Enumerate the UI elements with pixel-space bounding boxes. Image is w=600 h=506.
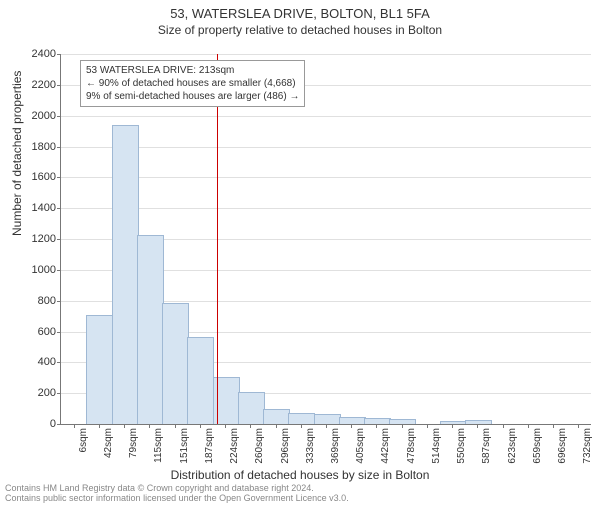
legend-box: 53 WATERSLEA DRIVE: 213sqm← 90% of detac… — [80, 60, 305, 107]
gridline — [61, 208, 591, 209]
xtick-label: 79sqm — [128, 428, 139, 458]
ytick-label: 0 — [16, 418, 56, 430]
xtick-mark — [175, 424, 176, 428]
ytick-label: 1000 — [16, 264, 56, 276]
histogram-bar — [187, 337, 214, 424]
xtick-label: 224sqm — [229, 428, 240, 464]
ytick-mark — [57, 177, 61, 178]
ytick-mark — [57, 270, 61, 271]
histogram-bar — [112, 125, 139, 424]
reference-line — [217, 54, 218, 424]
xtick-mark — [225, 424, 226, 428]
ytick-label: 800 — [16, 295, 56, 307]
ytick-label: 2200 — [16, 79, 56, 91]
xtick-label: 405sqm — [355, 428, 366, 464]
xtick-label: 333sqm — [305, 428, 316, 464]
ytick-label: 1200 — [16, 233, 56, 245]
gridline — [61, 116, 591, 117]
xtick-mark — [427, 424, 428, 428]
histogram-bar — [389, 419, 416, 424]
xtick-mark — [578, 424, 579, 428]
ytick-mark — [57, 85, 61, 86]
histogram-bar — [137, 235, 164, 424]
xtick-label: 587sqm — [481, 428, 492, 464]
page-title: 53, WATERSLEA DRIVE, BOLTON, BL1 5FA — [0, 6, 600, 21]
xtick-mark — [376, 424, 377, 428]
chart-area: 0200400600800100012001400160018002000220… — [60, 54, 590, 424]
ytick-mark — [57, 116, 61, 117]
xtick-mark — [301, 424, 302, 428]
legend-line: 9% of semi-detached houses are larger (4… — [86, 90, 299, 103]
xtick-label: 42sqm — [103, 428, 114, 458]
xtick-label: 151sqm — [179, 428, 190, 464]
ytick-label: 2000 — [16, 110, 56, 122]
xtick-mark — [528, 424, 529, 428]
x-axis-label: Distribution of detached houses by size … — [0, 468, 600, 482]
ytick-mark — [57, 147, 61, 148]
xtick-mark — [200, 424, 201, 428]
xtick-mark — [149, 424, 150, 428]
histogram-bar — [364, 418, 391, 424]
ytick-mark — [57, 54, 61, 55]
xtick-label: 115sqm — [153, 428, 164, 463]
histogram-bar — [465, 420, 492, 424]
ytick-label: 2400 — [16, 48, 56, 60]
xtick-label: 296sqm — [280, 428, 291, 464]
ytick-mark — [57, 332, 61, 333]
xtick-mark — [351, 424, 352, 428]
xtick-mark — [326, 424, 327, 428]
xtick-mark — [276, 424, 277, 428]
xtick-mark — [74, 424, 75, 428]
xtick-mark — [477, 424, 478, 428]
xtick-mark — [402, 424, 403, 428]
ytick-mark — [57, 301, 61, 302]
xtick-label: 369sqm — [330, 428, 341, 464]
gridline — [61, 177, 591, 178]
ytick-mark — [57, 393, 61, 394]
xtick-mark — [250, 424, 251, 428]
ytick-mark — [57, 362, 61, 363]
histogram-bar — [339, 417, 366, 424]
ytick-label: 200 — [16, 387, 56, 399]
ytick-label: 400 — [16, 356, 56, 368]
xtick-mark — [452, 424, 453, 428]
ytick-label: 1400 — [16, 202, 56, 214]
histogram-bar — [288, 413, 315, 424]
footer-line2: Contains public sector information licen… — [5, 494, 349, 504]
ytick-mark — [57, 424, 61, 425]
footer-attribution: Contains HM Land Registry data © Crown c… — [5, 484, 349, 504]
plot: 0200400600800100012001400160018002000220… — [60, 54, 591, 425]
xtick-label: 187sqm — [204, 428, 215, 464]
xtick-label: 6sqm — [78, 428, 89, 452]
histogram-bar — [86, 315, 113, 424]
xtick-mark — [124, 424, 125, 428]
ytick-mark — [57, 208, 61, 209]
xtick-label: 732sqm — [582, 428, 593, 464]
xtick-label: 696sqm — [557, 428, 568, 464]
histogram-bar — [314, 414, 341, 424]
gridline — [61, 147, 591, 148]
gridline — [61, 54, 591, 55]
ytick-label: 1600 — [16, 171, 56, 183]
histogram-bar — [440, 421, 467, 424]
xtick-label: 260sqm — [254, 428, 265, 464]
xtick-mark — [503, 424, 504, 428]
xtick-label: 514sqm — [431, 428, 442, 464]
page-subtitle: Size of property relative to detached ho… — [0, 23, 600, 37]
xtick-label: 659sqm — [532, 428, 543, 464]
histogram-bar — [263, 409, 290, 424]
ytick-label: 600 — [16, 326, 56, 338]
legend-line: 53 WATERSLEA DRIVE: 213sqm — [86, 64, 299, 77]
xtick-mark — [553, 424, 554, 428]
xtick-label: 550sqm — [456, 428, 467, 464]
ytick-mark — [57, 239, 61, 240]
xtick-label: 442sqm — [380, 428, 391, 464]
histogram-bar — [162, 303, 189, 424]
ytick-label: 1800 — [16, 141, 56, 153]
xtick-label: 478sqm — [406, 428, 417, 464]
legend-line: ← 90% of detached houses are smaller (4,… — [86, 77, 299, 90]
histogram-bar — [238, 392, 265, 424]
xtick-label: 623sqm — [507, 428, 518, 464]
xtick-mark — [99, 424, 100, 428]
